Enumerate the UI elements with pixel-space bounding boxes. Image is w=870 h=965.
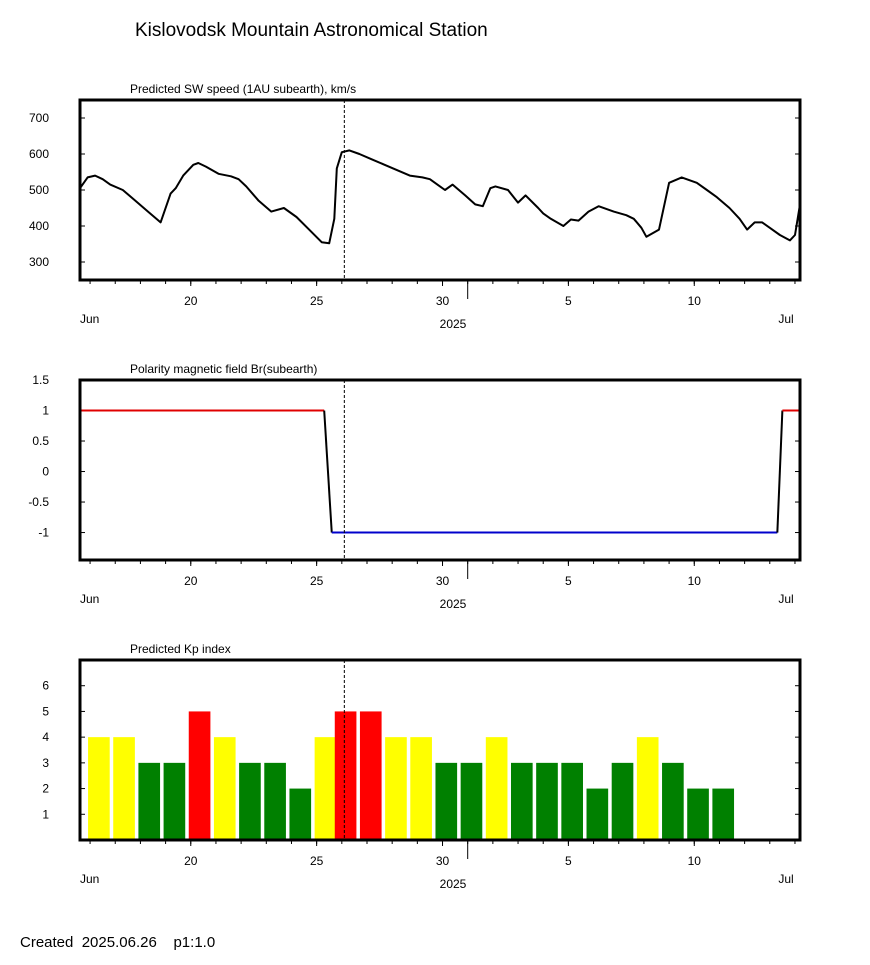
ytick-label: 500 — [29, 183, 49, 197]
created-label: Created — [20, 934, 74, 951]
xtick-label: 5 — [565, 294, 572, 308]
kp-bar — [662, 762, 684, 840]
kp-bar — [163, 762, 186, 840]
xtick-label: 10 — [688, 294, 702, 308]
kp-bar — [88, 737, 110, 840]
year-label: 2025 — [440, 597, 467, 611]
ytick-label: 1 — [42, 404, 49, 418]
ytick-label: 400 — [29, 219, 49, 233]
kp-bar — [636, 737, 659, 840]
created-date: 2025.06.26 — [81, 934, 157, 951]
ytick-label: 3 — [42, 756, 49, 770]
ytick-label: 1.5 — [32, 373, 49, 387]
ytick-label: 600 — [29, 147, 49, 161]
ytick-label: -0.5 — [28, 495, 49, 509]
kp-bar — [385, 737, 407, 840]
ytick-label: 5 — [42, 704, 49, 718]
ytick-label: 2 — [42, 782, 49, 796]
kp-bar — [536, 762, 558, 840]
polarity-segment-transition — [776, 410, 784, 533]
xtick-label: 25 — [310, 574, 324, 588]
xtick-label: 20 — [184, 574, 198, 588]
month-label-jun: Jun — [80, 872, 99, 886]
footer: Created 2025.06.26 p1:1.0 — [20, 934, 215, 951]
month-label-jun: Jun — [80, 592, 99, 606]
scale-label: p1:1.0 — [173, 934, 216, 951]
plot-frame — [78, 98, 802, 282]
ytick-label: 0 — [42, 465, 49, 479]
ytick-label: 6 — [42, 679, 49, 693]
plot-frame — [78, 658, 802, 842]
kp-bar — [410, 737, 432, 840]
kp-bar — [561, 762, 583, 840]
kp-bar — [264, 762, 286, 840]
month-label-jun: Jun — [80, 312, 99, 326]
kp-bar — [113, 737, 135, 840]
page-title: Kislovodsk Mountain Astronomical Station — [135, 20, 488, 41]
kp-bar — [485, 737, 508, 840]
ytick-label: 300 — [29, 255, 49, 269]
kp-bar — [687, 788, 709, 840]
ytick-label: 4 — [42, 730, 49, 744]
year-label: 2025 — [440, 877, 467, 891]
kp-bar — [289, 788, 312, 840]
ytick-label: -1 — [38, 526, 49, 540]
kp-bar — [314, 737, 337, 840]
kp-bar — [334, 711, 357, 840]
xtick-label: 5 — [565, 574, 572, 588]
kp-bar — [510, 762, 533, 840]
xtick-label: 10 — [688, 854, 702, 868]
xtick-label: 10 — [688, 574, 702, 588]
kp-bar — [460, 762, 483, 840]
kp-bar — [138, 762, 161, 840]
xtick-label: 25 — [310, 294, 324, 308]
xtick-label: 30 — [436, 854, 450, 868]
panel-title-2: Polarity magnetic field Br(subearth) — [130, 362, 317, 376]
plot-frame — [78, 378, 802, 562]
ytick-label: 700 — [29, 111, 49, 125]
xtick-label: 30 — [436, 574, 450, 588]
kp-bar — [188, 711, 211, 840]
kp-bar — [359, 711, 382, 840]
kp-bar — [611, 762, 634, 840]
xtick-label: 20 — [184, 294, 198, 308]
month-label-jul: Jul — [778, 872, 793, 886]
kp-bar — [586, 788, 609, 840]
month-label-jul: Jul — [778, 312, 793, 326]
year-label: 2025 — [440, 317, 467, 331]
xtick-label: 25 — [310, 854, 324, 868]
panel-title-3: Predicted Kp index — [130, 642, 231, 656]
ytick-label: 0.5 — [32, 434, 49, 448]
xtick-label: 20 — [184, 854, 198, 868]
kp-bar — [239, 762, 261, 840]
sw-speed-line — [79, 149, 801, 245]
kp-bar — [712, 788, 735, 840]
kp-bar — [435, 762, 458, 840]
kp-bar — [213, 737, 236, 840]
month-label-jul: Jul — [778, 592, 793, 606]
ytick-label: 1 — [42, 807, 49, 821]
xtick-label: 30 — [436, 294, 450, 308]
panel-title-1: Predicted SW speed (1AU subearth), km/s — [130, 82, 356, 96]
polarity-segment-transition — [323, 410, 333, 533]
xtick-label: 5 — [565, 854, 572, 868]
